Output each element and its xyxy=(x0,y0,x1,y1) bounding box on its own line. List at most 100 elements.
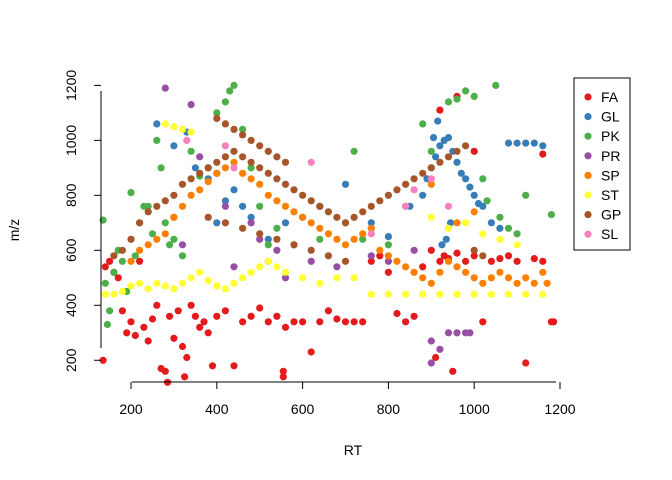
data-point-fa xyxy=(281,323,290,331)
data-point-gl xyxy=(496,224,504,232)
data-point-fa xyxy=(153,301,161,309)
data-point-gp xyxy=(384,191,392,199)
data-point-pk xyxy=(256,202,264,210)
data-point-gp xyxy=(178,180,187,188)
data-point-gl xyxy=(522,139,530,147)
data-point-fa xyxy=(307,348,315,356)
data-point-st xyxy=(118,287,126,296)
data-point-sl xyxy=(444,202,453,210)
data-point-fa xyxy=(178,342,187,351)
data-point-sp xyxy=(419,274,427,282)
data-point-fa xyxy=(530,255,538,263)
data-point-fa xyxy=(136,257,144,265)
data-point-sp xyxy=(427,279,435,287)
data-point-pk xyxy=(483,197,491,205)
data-point-gp xyxy=(256,164,264,172)
data-point-gl xyxy=(230,186,238,194)
data-point-fa xyxy=(436,106,444,114)
data-point-fa xyxy=(462,257,470,265)
data-point-gl xyxy=(436,142,444,150)
data-point-fa xyxy=(191,312,199,320)
data-point-gp xyxy=(127,235,135,243)
data-point-sp xyxy=(230,158,238,166)
data-point-fa xyxy=(221,307,229,315)
data-point-st xyxy=(178,125,187,133)
data-point-gp xyxy=(376,197,384,205)
data-point-st xyxy=(161,120,169,128)
data-point-gl xyxy=(341,180,350,188)
data-point-gp xyxy=(290,241,298,249)
data-point-st xyxy=(470,290,478,298)
data-point-pk xyxy=(226,87,234,95)
data-point-sp xyxy=(453,219,461,227)
data-point-gp xyxy=(281,158,290,166)
data-point-pk xyxy=(153,136,161,144)
data-point-st xyxy=(462,219,470,227)
data-point-fa xyxy=(453,249,461,257)
data-point-sl xyxy=(427,175,435,183)
data-point-st xyxy=(281,268,290,276)
data-point-gl xyxy=(466,183,474,191)
data-point-gl xyxy=(487,219,495,227)
data-point-pk xyxy=(131,252,139,260)
data-point-gp xyxy=(118,246,126,254)
data-point-pk xyxy=(101,279,109,287)
data-point-pk xyxy=(170,235,178,243)
data-point-gp xyxy=(479,252,487,260)
data-point-sl xyxy=(402,202,410,210)
data-point-pk xyxy=(157,164,165,172)
data-point-pk xyxy=(384,241,392,249)
data-point-gl xyxy=(479,202,487,210)
data-point-pk xyxy=(239,125,247,133)
data-point-fa xyxy=(513,257,521,265)
data-point-st xyxy=(196,268,204,276)
data-point-fa xyxy=(273,312,281,320)
data-point-sp xyxy=(504,274,513,282)
data-point-pk xyxy=(462,87,470,95)
data-point-fa xyxy=(350,318,358,326)
y-tick-label: 1000 xyxy=(63,125,79,156)
data-point-gl xyxy=(367,219,375,227)
data-point-pk xyxy=(419,120,427,128)
legend-label-gp: GP xyxy=(601,207,621,223)
data-point-pr xyxy=(367,252,375,260)
data-point-fa xyxy=(316,318,324,326)
data-point-gp xyxy=(239,153,247,161)
data-point-gp xyxy=(436,158,444,166)
data-point-sl xyxy=(410,186,418,194)
data-point-st xyxy=(161,282,169,290)
data-point-gl xyxy=(191,164,199,172)
data-point-gl xyxy=(384,233,392,241)
data-point-gp xyxy=(350,213,358,221)
data-point-fa xyxy=(470,147,478,155)
data-point-pk xyxy=(427,147,435,155)
data-point-fa xyxy=(393,309,401,318)
data-point-sp xyxy=(436,268,444,276)
data-point-fa xyxy=(114,274,122,282)
data-point-fa xyxy=(200,318,208,326)
data-point-sp xyxy=(221,164,229,172)
data-point-sp xyxy=(513,279,521,287)
data-point-st xyxy=(144,285,152,293)
data-point-fa xyxy=(384,268,392,276)
data-point-gp xyxy=(221,120,229,128)
x-tick-label: 400 xyxy=(205,401,229,417)
data-point-sp xyxy=(462,268,470,276)
x-axis-label: RT xyxy=(344,442,363,458)
data-point-gp xyxy=(221,219,229,227)
data-point-sp xyxy=(522,274,530,282)
data-point-pr xyxy=(221,202,229,210)
legend-items: FA GL PK PR SP ST GP SL xyxy=(584,89,621,242)
data-point-gl xyxy=(513,139,521,147)
data-point-sp xyxy=(470,208,478,216)
data-point-fa xyxy=(522,359,530,367)
data-point-fa xyxy=(144,337,152,345)
data-point-pk xyxy=(264,241,272,249)
data-point-pr xyxy=(256,235,264,243)
data-point-fa xyxy=(106,257,114,265)
data-point-fa xyxy=(183,353,191,362)
data-point-fa xyxy=(247,312,255,320)
legend-marker-sl xyxy=(584,230,592,238)
data-point-st xyxy=(110,290,118,298)
data-point-st xyxy=(204,276,212,285)
